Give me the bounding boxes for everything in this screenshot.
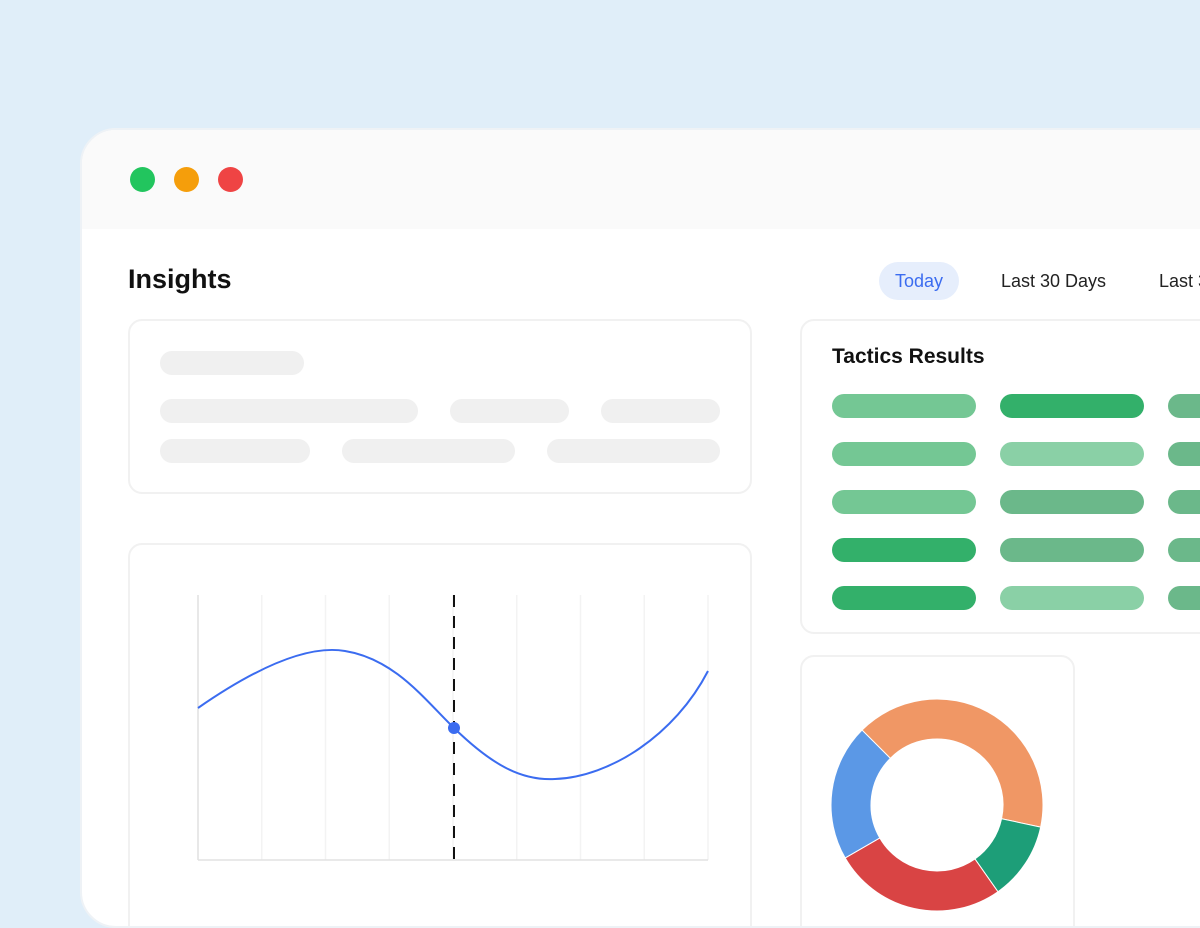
tab-today[interactable]: Today	[879, 262, 960, 300]
tactics-title: Tactics Results	[832, 345, 985, 368]
tab-last-30-days[interactable]: Last 30 Days	[1001, 271, 1107, 291]
skeleton-line	[342, 439, 515, 463]
line-chart-card	[128, 543, 752, 926]
window-minimize-button[interactable]	[174, 167, 199, 192]
tactic-result-bar	[832, 394, 976, 418]
tactic-result-bar	[1168, 490, 1200, 514]
skeleton-line	[160, 439, 310, 463]
title-bar	[82, 130, 1200, 229]
highlight-point[interactable]	[448, 722, 460, 734]
tactic-result-bar	[1168, 538, 1200, 562]
skeleton-line	[547, 439, 720, 463]
line-chart	[197, 595, 709, 861]
skeleton-line	[160, 399, 418, 423]
donut-slice[interactable]	[861, 698, 1044, 828]
tactic-result-bar	[832, 538, 976, 562]
app-window: Insights Today Last 30 Days Last 3 Tacti…	[80, 128, 1200, 928]
tactic-result-bar	[1000, 490, 1144, 514]
skeleton-line	[160, 351, 304, 375]
page-title: Insights	[128, 264, 232, 294]
donut-chart	[830, 698, 1044, 912]
tactics-results-card: Tactics Results	[800, 319, 1200, 634]
tactic-result-bar	[1000, 586, 1144, 610]
tactic-result-bar	[1168, 442, 1200, 466]
tactic-result-bar	[832, 490, 976, 514]
donut-chart-card	[800, 655, 1075, 926]
tactic-result-bar	[832, 442, 976, 466]
skeleton-line	[450, 399, 569, 423]
donut-slice[interactable]	[844, 837, 999, 912]
tactic-result-bar	[1168, 394, 1200, 418]
tactic-result-bar	[1000, 442, 1144, 466]
tactic-result-bar	[1000, 394, 1144, 418]
skeleton-line	[601, 399, 720, 423]
donut-slice[interactable]	[830, 729, 892, 859]
tactic-result-bar	[1000, 538, 1144, 562]
tab-last-3[interactable]: Last 3	[1159, 271, 1200, 291]
tactic-result-bar	[832, 586, 976, 610]
window-close-button[interactable]	[218, 167, 243, 192]
tactic-result-bar	[1168, 586, 1200, 610]
skeleton-card	[128, 319, 752, 494]
window-maximize-button[interactable]	[130, 167, 155, 192]
